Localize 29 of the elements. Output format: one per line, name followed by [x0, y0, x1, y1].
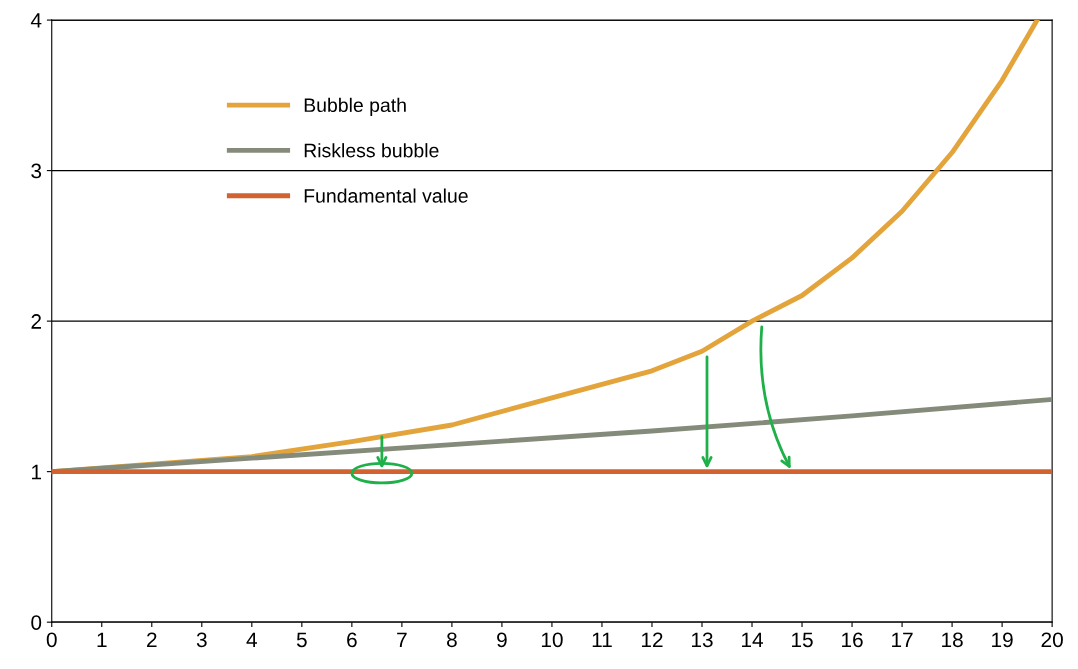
x-tick-label: 9: [497, 632, 507, 648]
x-tick-label: 6: [347, 632, 357, 648]
x-tick-label: 16: [842, 632, 863, 648]
x-tick-label: 20: [1041, 632, 1063, 648]
y-tick-label: 3: [31, 163, 42, 179]
x-tick-label: 18: [942, 632, 963, 648]
x-tick-label: 3: [196, 632, 207, 648]
x-tick-label: 4: [246, 632, 257, 647]
x-tick-label: 8: [447, 632, 457, 648]
y-tick-label: 0: [31, 615, 42, 630]
x-tick-label: 19: [992, 632, 1013, 648]
legend-label: Riskless bubble: [304, 143, 439, 158]
x-tick-label: 5: [296, 632, 307, 648]
x-tick-label: 14: [742, 632, 763, 647]
x-tick-label: 12: [641, 632, 663, 647]
x-tick-label: 1: [97, 632, 107, 647]
x-tick-label: 10: [541, 632, 563, 648]
x-tick-label: 17: [892, 632, 913, 647]
x-tick-label: 2: [147, 632, 157, 647]
x-tick-label: 0: [46, 632, 57, 648]
y-tick-label: 2: [31, 314, 41, 329]
legend-label: Fundamental value: [304, 188, 468, 203]
x-tick-label: 11: [592, 632, 612, 647]
x-tick-label: 15: [792, 632, 813, 648]
y-tick-label: 4: [30, 13, 42, 28]
x-tick-label: 13: [692, 632, 713, 648]
y-tick-label: 1: [32, 464, 42, 480]
legend-label: Bubble path: [304, 97, 406, 116]
x-tick-label: 7: [397, 632, 407, 647]
